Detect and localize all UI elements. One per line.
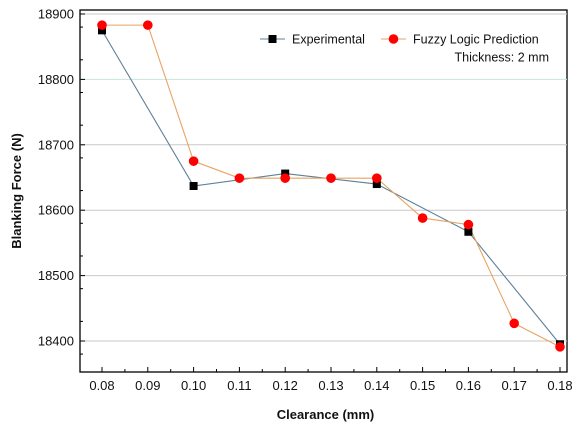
x-tick-label: 0.15 (410, 378, 435, 393)
legend-marker-experimental (268, 35, 277, 43)
x-tick-label: 0.12 (273, 378, 298, 393)
x-tick-label: 0.09 (135, 378, 160, 393)
y-tick-label: 18800 (38, 72, 74, 87)
x-tick-label: 0.13 (318, 378, 343, 393)
x-tick-label: 0.16 (456, 378, 481, 393)
data-point-fuzzy (326, 173, 336, 183)
data-point-fuzzy (97, 20, 107, 30)
data-point-fuzzy (280, 173, 291, 183)
data-point-experimental (189, 182, 198, 191)
data-point-fuzzy (234, 173, 245, 183)
x-tick-label: 0.08 (89, 378, 114, 393)
x-axis-title: Clearance (mm) (277, 407, 375, 422)
y-tick-label: 18700 (38, 137, 74, 152)
y-tick-label: 18600 (38, 203, 74, 218)
data-point-fuzzy (417, 213, 428, 223)
x-tick-label: 0.10 (181, 378, 206, 393)
x-tick-label: 0.14 (364, 378, 389, 393)
data-point-fuzzy (188, 156, 199, 166)
data-point-experimental (98, 26, 106, 35)
thickness-annotation: Thickness: 2 mm (455, 51, 549, 65)
data-point-fuzzy (143, 20, 153, 30)
data-point-fuzzy (463, 219, 474, 230)
legend-label-experimental: Experimental (292, 33, 365, 47)
data-point-experimental (464, 227, 473, 236)
data-point-fuzzy (555, 342, 565, 352)
y-tick-label: 18500 (38, 268, 74, 283)
y-axis-title: Blanking Force (N) (9, 133, 24, 249)
x-tick-label: 0.18 (547, 378, 572, 393)
x-tick-label: 0.17 (502, 378, 527, 393)
y-tick-label: 18900 (38, 7, 74, 22)
y-tick-label: 18400 (38, 334, 74, 349)
legend-marker-fuzzy (388, 34, 399, 44)
data-point-experimental (372, 180, 381, 189)
x-tick-label: 0.11 (227, 378, 251, 393)
legend-label-fuzzy: Fuzzy Logic Prediction (413, 33, 539, 47)
data-point-fuzzy (372, 173, 382, 183)
plot-area (79, 9, 568, 373)
data-point-fuzzy (509, 318, 519, 329)
